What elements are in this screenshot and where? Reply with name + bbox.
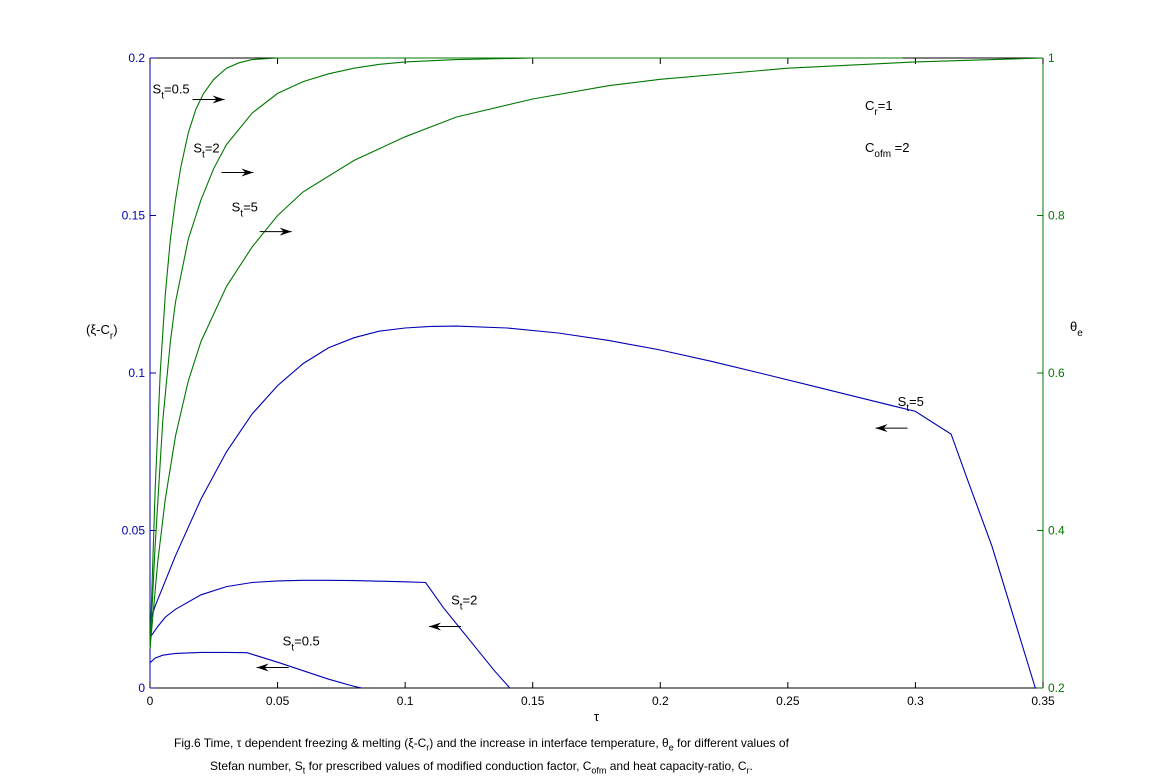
series-line-xi-2 [149, 325, 1036, 689]
y-left-axis-label: (ξ-Cr) [86, 322, 118, 342]
y-left-tick-label: 0.1 [128, 366, 145, 380]
x-tick-label: 0.1 [397, 694, 414, 708]
annotation-arrow-head [429, 622, 442, 631]
annotation-label: St=5 [232, 200, 258, 220]
x-tick-label: 0.2 [652, 694, 669, 708]
annotation-arrow-head [241, 168, 254, 177]
annotation-arrow-head [256, 663, 269, 672]
annotation-label: St=2 [193, 141, 219, 161]
annotation-arrow-head [279, 227, 292, 236]
series-line-theta-4 [149, 57, 903, 649]
annotation-arrow-head [875, 424, 888, 433]
x-tick-label: 0.15 [521, 694, 545, 708]
y-right-axis-label: θe [1070, 319, 1083, 339]
y-right-tick-label: 0.8 [1048, 209, 1065, 223]
y-left-tick-label: 0.2 [128, 51, 145, 65]
param-cofm: Cofm =2 [865, 140, 910, 160]
plot-axes: 0 0.05 0.1 0.15 0.2 0.25 0.3 0.35 0 0.05 0.1 0.15 0.… [86, 51, 1083, 724]
series-line-xi-0 [149, 651, 362, 689]
x-tick-label: 0.05 [266, 694, 290, 708]
y-right-tick-label: 0.4 [1048, 524, 1065, 538]
y-left-tick-label: 0.05 [122, 524, 146, 538]
annotation-label: St=5 [898, 394, 924, 414]
x-axis-label: τ [594, 709, 600, 724]
caption-line-1: Fig.6 Time, τ dependent freezing & melti… [174, 736, 789, 753]
y-right-tick-label: 0.2 [1048, 681, 1065, 695]
series-line-theta-3 [149, 57, 903, 649]
y-right-tick-label: 0.6 [1048, 366, 1065, 380]
annotation-arrow-head [212, 95, 225, 104]
caption-line-2: Stefan number, St for prescribed values … [210, 759, 753, 776]
y-left-tick-label: 0 [138, 681, 145, 695]
x-tick-label: 0.25 [776, 694, 800, 708]
y-right-tick-label: 1 [1048, 51, 1055, 65]
x-tick-label: 0 [147, 694, 154, 708]
plot-curves [149, 57, 1044, 689]
x-tick-label: 0.3 [907, 694, 924, 708]
param-cr: Cr=1 [865, 98, 893, 118]
annotation-label: St=0.5 [283, 633, 320, 653]
plot-annotations: St=0.5 St=2 St=5 St=5 St=2 St=0.5 Cr=1 Cofm =2 [153, 81, 924, 672]
annotation-label: St=2 [451, 593, 477, 613]
figure-caption: Fig.6 Time, τ dependent freezing & melti… [140, 734, 940, 781]
annotation-label: St=0.5 [153, 81, 190, 101]
x-tick-label: 0.35 [1031, 694, 1055, 708]
y-left-tick-label: 0.15 [122, 209, 146, 223]
series-line-xi-1 [149, 579, 511, 689]
series-line-theta-5 [149, 57, 1044, 649]
